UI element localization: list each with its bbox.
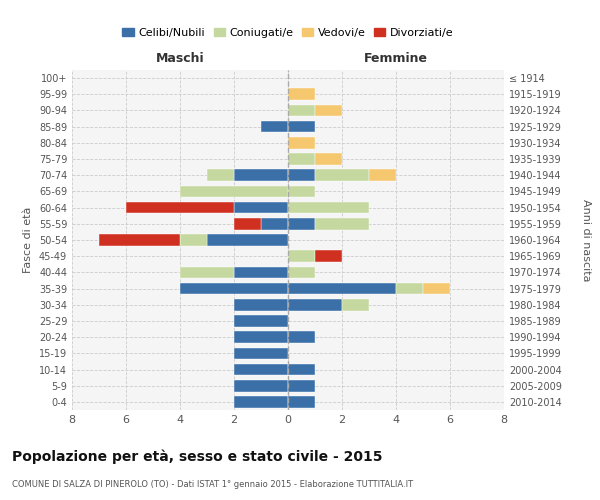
Bar bbox=[288, 186, 315, 198]
Bar bbox=[234, 266, 288, 278]
Bar bbox=[288, 88, 315, 100]
Bar bbox=[288, 202, 369, 213]
Text: Popolazione per età, sesso e stato civile - 2015: Popolazione per età, sesso e stato civil… bbox=[12, 450, 383, 464]
Y-axis label: Anni di nascita: Anni di nascita bbox=[581, 198, 591, 281]
Bar bbox=[396, 282, 423, 294]
Bar bbox=[180, 234, 207, 246]
Bar bbox=[288, 153, 315, 165]
Bar bbox=[288, 266, 315, 278]
Bar bbox=[288, 332, 315, 343]
Y-axis label: Fasce di età: Fasce di età bbox=[23, 207, 33, 273]
Bar bbox=[234, 218, 261, 230]
Bar bbox=[207, 170, 234, 181]
Bar bbox=[180, 266, 234, 278]
Bar bbox=[234, 299, 288, 310]
Bar bbox=[288, 282, 396, 294]
Bar bbox=[234, 332, 288, 343]
Bar bbox=[99, 234, 180, 246]
Bar bbox=[288, 364, 315, 376]
Bar bbox=[369, 170, 396, 181]
Bar bbox=[315, 104, 342, 117]
Bar bbox=[234, 348, 288, 359]
Bar bbox=[234, 396, 288, 407]
Bar bbox=[234, 380, 288, 392]
Bar bbox=[315, 170, 369, 181]
Bar bbox=[288, 137, 315, 148]
Bar bbox=[288, 104, 315, 117]
Text: COMUNE DI SALZA DI PINEROLO (TO) - Dati ISTAT 1° gennaio 2015 - Elaborazione TUT: COMUNE DI SALZA DI PINEROLO (TO) - Dati … bbox=[12, 480, 413, 489]
Bar bbox=[126, 202, 234, 213]
Bar bbox=[261, 218, 288, 230]
Bar bbox=[288, 299, 342, 310]
Bar bbox=[288, 218, 315, 230]
Bar bbox=[261, 121, 288, 132]
Bar bbox=[234, 170, 288, 181]
Bar bbox=[315, 250, 342, 262]
Bar bbox=[234, 202, 288, 213]
Bar bbox=[180, 282, 288, 294]
Bar bbox=[288, 170, 315, 181]
Bar bbox=[234, 364, 288, 376]
Text: Maschi: Maschi bbox=[155, 52, 205, 65]
Bar bbox=[180, 186, 288, 198]
Bar bbox=[315, 153, 342, 165]
Bar bbox=[288, 121, 315, 132]
Legend: Celibi/Nubili, Coniugati/e, Vedovi/e, Divorziati/e: Celibi/Nubili, Coniugati/e, Vedovi/e, Di… bbox=[122, 28, 454, 38]
Bar bbox=[342, 299, 369, 310]
Bar bbox=[234, 315, 288, 327]
Bar bbox=[423, 282, 450, 294]
Bar bbox=[288, 396, 315, 407]
Bar bbox=[315, 218, 369, 230]
Bar bbox=[288, 250, 315, 262]
Text: Femmine: Femmine bbox=[364, 52, 428, 65]
Bar bbox=[288, 380, 315, 392]
Bar bbox=[207, 234, 288, 246]
